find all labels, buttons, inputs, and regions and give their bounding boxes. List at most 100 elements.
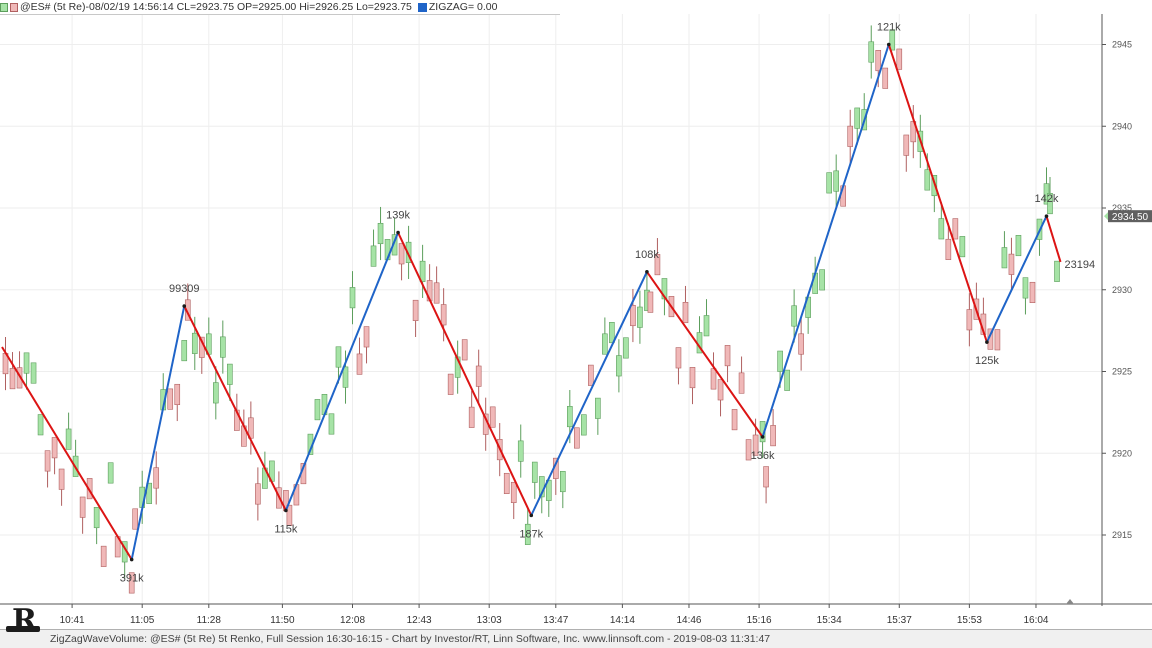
renko-brick-up bbox=[602, 333, 608, 355]
y-tick-label: 2920 bbox=[1112, 448, 1132, 458]
x-tick-label: 10:41 bbox=[60, 615, 85, 626]
renko-brick-down bbox=[630, 304, 636, 327]
swing-volume-label: 187k bbox=[519, 528, 543, 540]
y-tick-label: 2925 bbox=[1112, 367, 1132, 377]
renko-brick-down bbox=[675, 347, 682, 369]
x-tick-label: 14:46 bbox=[676, 615, 701, 626]
y-tick-label: 2930 bbox=[1112, 285, 1132, 295]
x-tick-label: 14:14 bbox=[610, 615, 635, 626]
x-tick-label: 15:34 bbox=[817, 615, 842, 626]
renko-brick-down bbox=[167, 388, 174, 410]
renko-brick-up bbox=[854, 107, 861, 129]
renko-brick-down bbox=[875, 50, 882, 72]
zigzag-down-leg bbox=[183, 305, 287, 511]
renko-brick-down bbox=[510, 481, 517, 503]
renko-brick-down bbox=[654, 254, 661, 276]
renko-brick-down bbox=[724, 345, 731, 367]
renko-brick-up bbox=[616, 355, 622, 377]
renko-brick-down bbox=[588, 364, 594, 386]
zigzag-up-leg bbox=[284, 232, 399, 511]
renko-brick-up bbox=[819, 269, 825, 291]
renko-brick-down bbox=[745, 439, 752, 461]
renko-brick-up bbox=[23, 352, 30, 374]
renko-brick-up bbox=[517, 440, 524, 462]
x-tick-label: 11:28 bbox=[197, 615, 222, 626]
renko-brick-up bbox=[370, 245, 377, 267]
renko-brick-up bbox=[335, 346, 342, 368]
zigzag-pivot bbox=[645, 269, 649, 274]
renko-brick-up bbox=[65, 428, 72, 450]
renko-brick-down bbox=[9, 368, 16, 390]
renko-brick-up bbox=[623, 337, 629, 359]
renko-brick-down bbox=[896, 48, 903, 70]
renko-brick-up bbox=[146, 482, 153, 504]
renko-brick-down bbox=[798, 333, 804, 355]
renko-brick-down bbox=[752, 434, 759, 456]
x-tick-label: 13:47 bbox=[543, 615, 568, 626]
renko-brick-down bbox=[689, 367, 696, 389]
swing-volume-label: 139k bbox=[386, 210, 410, 222]
renko-brick-up bbox=[637, 306, 643, 328]
renko-brick-up bbox=[342, 366, 349, 388]
renko-brick-down bbox=[153, 467, 160, 489]
swing-volume-label: 99309 bbox=[169, 283, 200, 295]
zigzag-up-leg bbox=[530, 271, 648, 516]
swing-volume-label: 121k bbox=[877, 22, 901, 34]
renko-brick-down bbox=[86, 478, 93, 500]
renko-brick-up bbox=[826, 172, 832, 194]
renko-brick-up bbox=[1047, 193, 1053, 215]
zigzag-pivot bbox=[985, 340, 989, 344]
scroll-marker-icon bbox=[1066, 599, 1074, 604]
renko-brick-up bbox=[191, 332, 198, 354]
swing-volume-label: 115k bbox=[274, 523, 298, 535]
x-tick-label: 12:43 bbox=[407, 615, 432, 626]
renko-brick-down bbox=[174, 383, 181, 406]
renko-brick-up bbox=[703, 315, 710, 337]
zigzag-pivot bbox=[760, 435, 765, 439]
last-price-label: 2934.50 bbox=[1112, 212, 1149, 223]
x-tick-label: 15:16 bbox=[747, 615, 772, 626]
renko-brick-up bbox=[1015, 235, 1022, 257]
renko-brick-up bbox=[559, 471, 566, 493]
renko-brick-up bbox=[581, 414, 587, 436]
renko-brick-down bbox=[966, 309, 973, 331]
zigzag-pivot bbox=[886, 42, 891, 47]
renko-brick-up bbox=[567, 406, 573, 428]
zigzag-layer bbox=[1, 42, 1062, 562]
renko-brick-down bbox=[994, 329, 1001, 351]
renko-brick-down bbox=[710, 368, 717, 390]
renko-brick-down bbox=[356, 353, 363, 375]
renko-brick-up bbox=[791, 305, 797, 327]
renko-brick-down bbox=[770, 425, 776, 447]
x-tick-label: 13:03 bbox=[477, 615, 502, 626]
renko-brick-down bbox=[51, 437, 58, 459]
renko-bricks-layer bbox=[2, 25, 1060, 594]
y-tick-label: 2940 bbox=[1112, 121, 1132, 131]
renko-brick-down bbox=[128, 572, 135, 594]
zigzag-down-leg bbox=[1, 346, 133, 561]
renko-brick-down bbox=[945, 238, 952, 260]
zigzag-up-leg bbox=[761, 44, 890, 438]
y-tick-label: 2945 bbox=[1112, 40, 1132, 50]
renko-brick-down bbox=[255, 483, 261, 505]
renko-brick-down bbox=[363, 326, 370, 348]
renko-brick-up bbox=[1022, 277, 1029, 299]
renko-brick-down bbox=[398, 243, 405, 265]
renko-brick-down bbox=[286, 504, 293, 526]
renko-brick-down bbox=[412, 299, 419, 321]
x-tick-label: 11:05 bbox=[130, 615, 155, 626]
renko-brick-down bbox=[882, 67, 889, 89]
renko-brick-down bbox=[738, 372, 745, 394]
y-tick-label: 2915 bbox=[1112, 530, 1132, 540]
renko-brick-up bbox=[938, 218, 945, 240]
renko-brick-up bbox=[924, 169, 931, 191]
renko-brick-up bbox=[37, 414, 44, 436]
renko-brick-up bbox=[833, 170, 839, 192]
zigzag-pivot bbox=[396, 230, 400, 235]
axes-layer: 2915 2920 2925 2930 2935 2940 2945 10:41 11:05 11… bbox=[0, 14, 1152, 626]
swing-volume-label: 23194 bbox=[1065, 259, 1096, 271]
x-tick-label: 11:50 bbox=[270, 615, 295, 626]
renko-brick-down bbox=[763, 466, 769, 488]
renko-brick-up bbox=[405, 241, 412, 263]
